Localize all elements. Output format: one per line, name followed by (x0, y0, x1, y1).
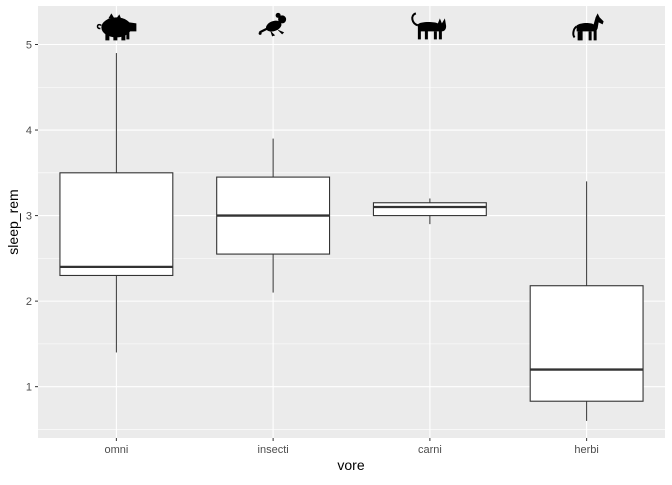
box-insecti (216, 138, 331, 293)
x-axis-title: vore (337, 457, 364, 473)
x-tick-label: carni (418, 444, 442, 456)
icons-layer (96, 12, 604, 41)
iqr-box (372, 202, 487, 217)
y-tick-label: 5 (26, 39, 32, 51)
pig-icon (96, 13, 137, 41)
iqr-box (59, 172, 174, 277)
x-tick-label: herbi (574, 444, 598, 456)
cat-icon (411, 12, 447, 40)
box-carni (372, 198, 487, 225)
horse-icon (572, 13, 604, 41)
y-tick-label: 3 (26, 211, 32, 223)
box-omni (59, 53, 174, 353)
y-axis-title: sleep_rem (5, 189, 21, 254)
iqr-box (529, 285, 644, 402)
rodent-icon (258, 12, 287, 37)
y-axis-ticks: 1 2 3 4 5 (26, 39, 38, 394)
y-tick-label: 2 (26, 296, 32, 308)
x-tick-label: insecti (258, 444, 289, 456)
box-herbi (529, 181, 644, 421)
x-tick-label: omni (104, 444, 128, 456)
x-axis-ticks: omni insecti carni herbi (104, 438, 599, 456)
y-tick-label: 4 (26, 125, 32, 137)
y-tick-label: 1 (26, 382, 32, 394)
boxes-layer (59, 53, 644, 421)
